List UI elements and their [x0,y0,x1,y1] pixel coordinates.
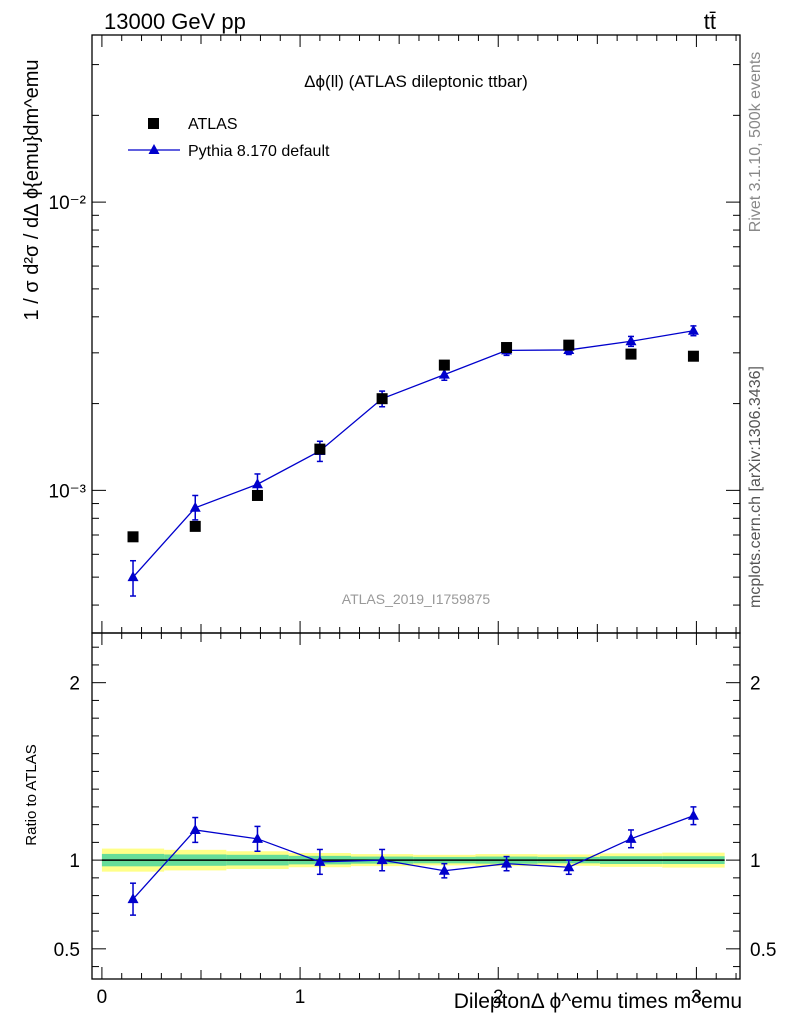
main-ytick-label: 10⁻² [49,193,87,214]
ratio-ytick-label-left: 2 [69,674,80,695]
legend-label-atlas: ATLAS [188,116,238,133]
main-axis-ticks [92,35,740,633]
ratio-ytick-label-right: 0.5 [750,940,776,961]
atlas-point [625,348,637,360]
ratio-point [376,854,388,865]
main-panel: 10⁻³ 10⁻² Δϕ(ll) (ATLAS dileptonic ttbar)… [21,34,741,634]
ratio-point [563,861,575,872]
legend: ATLAS Pythia 8.170 default [128,116,330,160]
ratio-point [189,823,201,834]
ratio-axis-ticks [92,633,740,979]
pythia-point [438,368,450,379]
pythia-point [127,571,139,582]
ratio-point [501,857,513,868]
ratio-point [438,864,450,875]
pythia-point [189,501,201,512]
ratio-point [687,809,699,820]
ratio-xtick-label: 1 [295,987,306,1008]
ratio-point [127,893,139,904]
main-ylabel: 1 / σ d²σ / dΔ ϕ{emu}dm^emu [21,60,43,321]
ratio-ytick-label-left: 1 [69,851,80,872]
atlas-point [127,531,139,543]
ratio-frame [91,632,741,980]
ratio-ylabel: Ratio to ATLAS [23,744,40,845]
legend-label-pythia: Pythia 8.170 default [188,143,330,160]
legend-marker-pythia [148,144,160,154]
ratio-point [625,832,637,843]
pythia-point [251,478,263,489]
atlas-point [438,359,450,371]
atlas-point [563,339,575,351]
atlas-point [687,350,699,362]
atlas-point [189,520,201,532]
pythia-point [625,335,637,346]
ratio-ytick-label-left: 0.5 [54,940,80,961]
ratio-ytick-label-right: 2 [750,674,761,695]
main-ytick-label: 10⁻³ [49,481,87,502]
ratio-point [251,832,263,843]
ratio-ytick-label-right: 1 [750,851,761,872]
analysis-id: ATLAS_2019_I1759875 [342,591,491,607]
ratio-xlabel: DileptonΔ ϕ^emu times m^emu [454,990,742,1013]
ratio-point [314,855,326,866]
ratio-xtick-label: 2 [493,987,504,1008]
atlas-point [376,393,388,405]
main-title: Δϕ(ll) (ATLAS dileptonic ttbar) [304,72,528,91]
atlas-point [251,489,263,501]
atlas-point [501,342,513,354]
ratio-series-line [132,815,694,900]
ratio-panel: 0.5 0.5 1 1 2 2 0 1 2 3 Ratio to ATLAS DileptonΔ… [23,632,776,1013]
process-label: tt̄ [704,9,716,34]
pythia-point [687,324,699,335]
energy-label: 13000 GeV pp [104,9,246,34]
rivet-label: Rivet 3.1.10, 500k events [747,52,764,233]
ratio-xtick-label: 3 [691,987,702,1008]
pythia-series-line [132,330,694,578]
ratio-xtick-label: 0 [97,987,108,1008]
atlas-point [314,443,326,455]
mcplots-label: mcplots.cern.ch [arXiv:1306.3436] [747,366,764,608]
legend-marker-atlas [148,118,159,129]
